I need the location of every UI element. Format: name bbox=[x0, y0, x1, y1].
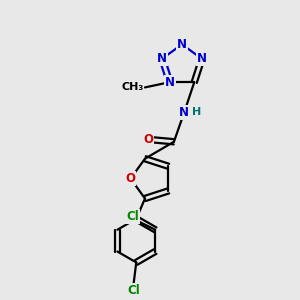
Text: N: N bbox=[177, 38, 187, 51]
Text: N: N bbox=[197, 52, 207, 65]
Text: CH₃: CH₃ bbox=[121, 82, 143, 92]
Text: H: H bbox=[192, 106, 201, 116]
Text: Cl: Cl bbox=[126, 210, 139, 223]
Text: N: N bbox=[179, 106, 189, 119]
Text: N: N bbox=[165, 76, 175, 89]
Text: O: O bbox=[125, 172, 136, 185]
Text: O: O bbox=[143, 133, 153, 146]
Text: N: N bbox=[157, 52, 167, 65]
Text: Cl: Cl bbox=[127, 284, 140, 296]
